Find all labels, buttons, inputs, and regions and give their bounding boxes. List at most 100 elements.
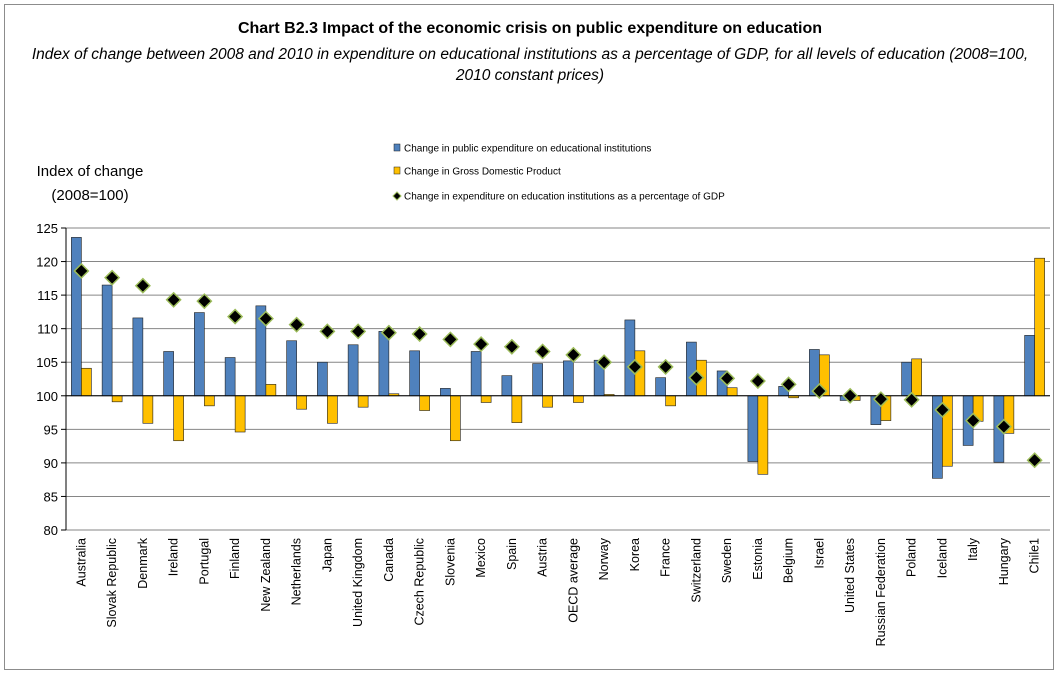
category-label: Spain	[505, 538, 519, 570]
gdp-bar	[511, 395, 523, 423]
category-label: United States	[843, 538, 857, 613]
category-label: Denmark	[136, 537, 150, 588]
percent-gdp-marker	[872, 391, 889, 408]
public-expenditure-bar	[409, 350, 420, 397]
percent-gdp-marker	[442, 331, 459, 348]
y-tick-label: 125	[36, 221, 58, 236]
y-tick-label: 80	[44, 523, 58, 538]
category-label: Austria	[536, 538, 550, 577]
category-label: Czech Republic	[413, 538, 427, 626]
gdp-bar	[726, 387, 738, 397]
public-expenditure-bar	[501, 375, 513, 397]
category-label: Israel	[812, 538, 826, 569]
percent-gdp-marker	[288, 316, 305, 333]
category-label: Russian Federation	[874, 538, 888, 646]
gdp-bar	[173, 395, 184, 442]
percent-gdp-marker	[596, 354, 613, 371]
y-tick-label: 120	[36, 255, 58, 270]
category-label: France	[659, 538, 673, 577]
gdp-bar	[327, 395, 338, 424]
y-tick-label: 115	[37, 288, 58, 303]
category-label: Ireland	[167, 538, 181, 576]
category-label: Hungary	[997, 537, 1011, 585]
category-label: Finland	[228, 538, 242, 579]
public-expenditure-bar	[101, 284, 113, 397]
gdp-bar	[265, 384, 277, 397]
percent-gdp-marker	[749, 372, 766, 390]
gdp-bar	[480, 395, 492, 403]
category-label: United Kingdom	[351, 538, 365, 627]
legend-swatch	[393, 143, 401, 152]
public-expenditure-bar	[347, 344, 359, 397]
category-label: Japan	[320, 538, 334, 572]
chart-title: Chart B2.3 Impact of the economic crisis…	[237, 20, 823, 37]
category-label: Norway	[597, 537, 611, 580]
gdp-bar	[1034, 257, 1045, 397]
percent-gdp-marker	[903, 391, 920, 408]
percent-gdp-marker	[319, 323, 336, 340]
category-label: Canada	[382, 538, 396, 582]
category-label: Mexico	[474, 538, 488, 578]
gdp-bar	[450, 395, 461, 442]
percent-gdp-marker	[688, 369, 705, 386]
gdp-bar	[296, 395, 307, 410]
y-tick-label: 100	[36, 389, 58, 404]
category-label: Belgium	[782, 538, 796, 583]
public-expenditure-bar	[71, 237, 82, 397]
legend-swatch	[393, 166, 401, 175]
percent-gdp-marker	[503, 338, 520, 355]
gdp-bar	[911, 358, 922, 397]
public-expenditure-bar	[470, 351, 482, 397]
percent-gdp-marker	[257, 310, 274, 327]
percent-gdp-marker	[411, 325, 428, 343]
public-expenditure-bar	[194, 312, 205, 397]
percent-gdp-marker	[227, 308, 244, 325]
public-expenditure-bar	[747, 395, 759, 462]
percent-gdp-marker	[626, 358, 643, 375]
percent-gdp-marker	[134, 277, 151, 294]
category-label: Portugal	[197, 538, 211, 585]
y-tick-label: 90	[44, 456, 58, 471]
percent-gdp-marker	[380, 324, 397, 341]
category-label: Netherlands	[290, 538, 304, 605]
gdp-bar	[757, 395, 769, 475]
legend-label: Change in public expenditure on educatio…	[404, 144, 651, 155]
public-expenditure-bar	[163, 351, 174, 397]
x-axis-categories: Australia Slovak Republic Denmark Ireland Po…	[74, 537, 1041, 646]
legend-label: Change in Gross Domestic Product	[404, 167, 561, 178]
public-expenditure-bar	[655, 377, 666, 397]
percent-gdp-marker	[165, 291, 182, 308]
percent-gdp-marker	[534, 343, 551, 360]
category-label: Chile1	[1028, 538, 1042, 573]
gdp-bar	[81, 367, 92, 397]
gdp-bar	[419, 395, 430, 411]
category-label: Poland	[905, 538, 919, 577]
public-expenditure-bar	[1024, 335, 1035, 397]
bars	[66, 237, 1050, 479]
public-expenditure-bar	[563, 360, 574, 397]
chart-frame	[4, 4, 1054, 670]
public-expenditure-bar	[624, 319, 636, 397]
public-expenditure-bar	[901, 361, 912, 397]
public-expenditure-bar	[440, 388, 451, 397]
category-label: Switzerland	[689, 538, 703, 603]
y-tick-label: 110	[37, 322, 58, 337]
gdp-bar	[357, 395, 369, 408]
category-label: Italy	[966, 537, 980, 561]
public-expenditure-bar	[532, 363, 543, 397]
markers	[73, 262, 1043, 469]
percent-gdp-marker	[780, 376, 797, 393]
public-expenditure-bar	[286, 340, 297, 397]
percent-gdp-marker	[811, 383, 828, 400]
y-axis: 80 85 90 95 100 105 110 115 120 125	[36, 221, 67, 538]
gdp-bar	[573, 395, 584, 403]
percent-gdp-marker	[842, 387, 859, 404]
category-label: Korea	[628, 538, 642, 571]
legend-swatch	[392, 191, 402, 201]
public-expenditure-bar	[378, 331, 390, 397]
y-tick-label: 95	[44, 422, 58, 437]
percent-gdp-marker	[657, 358, 674, 375]
gdp-bar	[111, 395, 123, 403]
category-label: Australia	[74, 538, 88, 587]
